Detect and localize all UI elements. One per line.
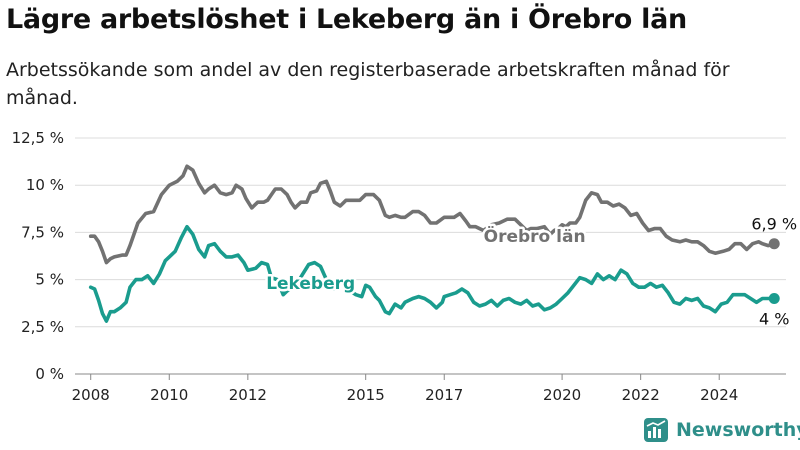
series-label-orebro: Örebro län <box>484 225 586 247</box>
series-end-point-lekeberg <box>768 292 780 304</box>
series-end-point-orebro <box>768 238 780 250</box>
end-value-label-orebro: 6,9 % <box>751 215 797 234</box>
y-tick-label: 7,5 % <box>21 223 64 241</box>
y-tick-label: 10 % <box>26 176 64 194</box>
x-tick-label: 2010 <box>150 386 188 404</box>
x-tick-label: 2020 <box>543 386 581 404</box>
end-value-label-lekeberg: 4 % <box>759 309 789 328</box>
x-tick-label: 2022 <box>622 386 660 404</box>
chart-subtitle: Arbetssökande som andel av den registerb… <box>6 59 730 109</box>
brand-logo: Newsworthy <box>644 418 800 442</box>
x-tick-label: 2024 <box>700 386 738 404</box>
series-label-orebro-halo: Örebro län <box>484 225 586 247</box>
y-tick-label: 5 % <box>35 271 64 289</box>
y-tick-label: 0 % <box>35 365 64 383</box>
series-label-lekeberg-halo: Lekeberg <box>266 274 355 294</box>
y-tick-label: 12,5 % <box>12 129 64 147</box>
y-tick-label: 2,5 % <box>21 318 64 336</box>
brand-name: Newsworthy <box>676 419 800 441</box>
x-tick-label: 2017 <box>425 386 463 404</box>
x-tick-label: 2012 <box>229 386 267 404</box>
newsworthy-logo-icon <box>644 418 668 442</box>
series-line-orebro <box>88 164 776 265</box>
x-tick-label: 2015 <box>347 386 385 404</box>
series-line-lekeberg <box>88 224 776 323</box>
series-label-lekeberg: Lekeberg <box>266 274 355 294</box>
x-tick-label: 2008 <box>72 386 110 404</box>
chart-title: Lägre arbetslöshet i Lekeberg än i Örebr… <box>6 4 687 35</box>
